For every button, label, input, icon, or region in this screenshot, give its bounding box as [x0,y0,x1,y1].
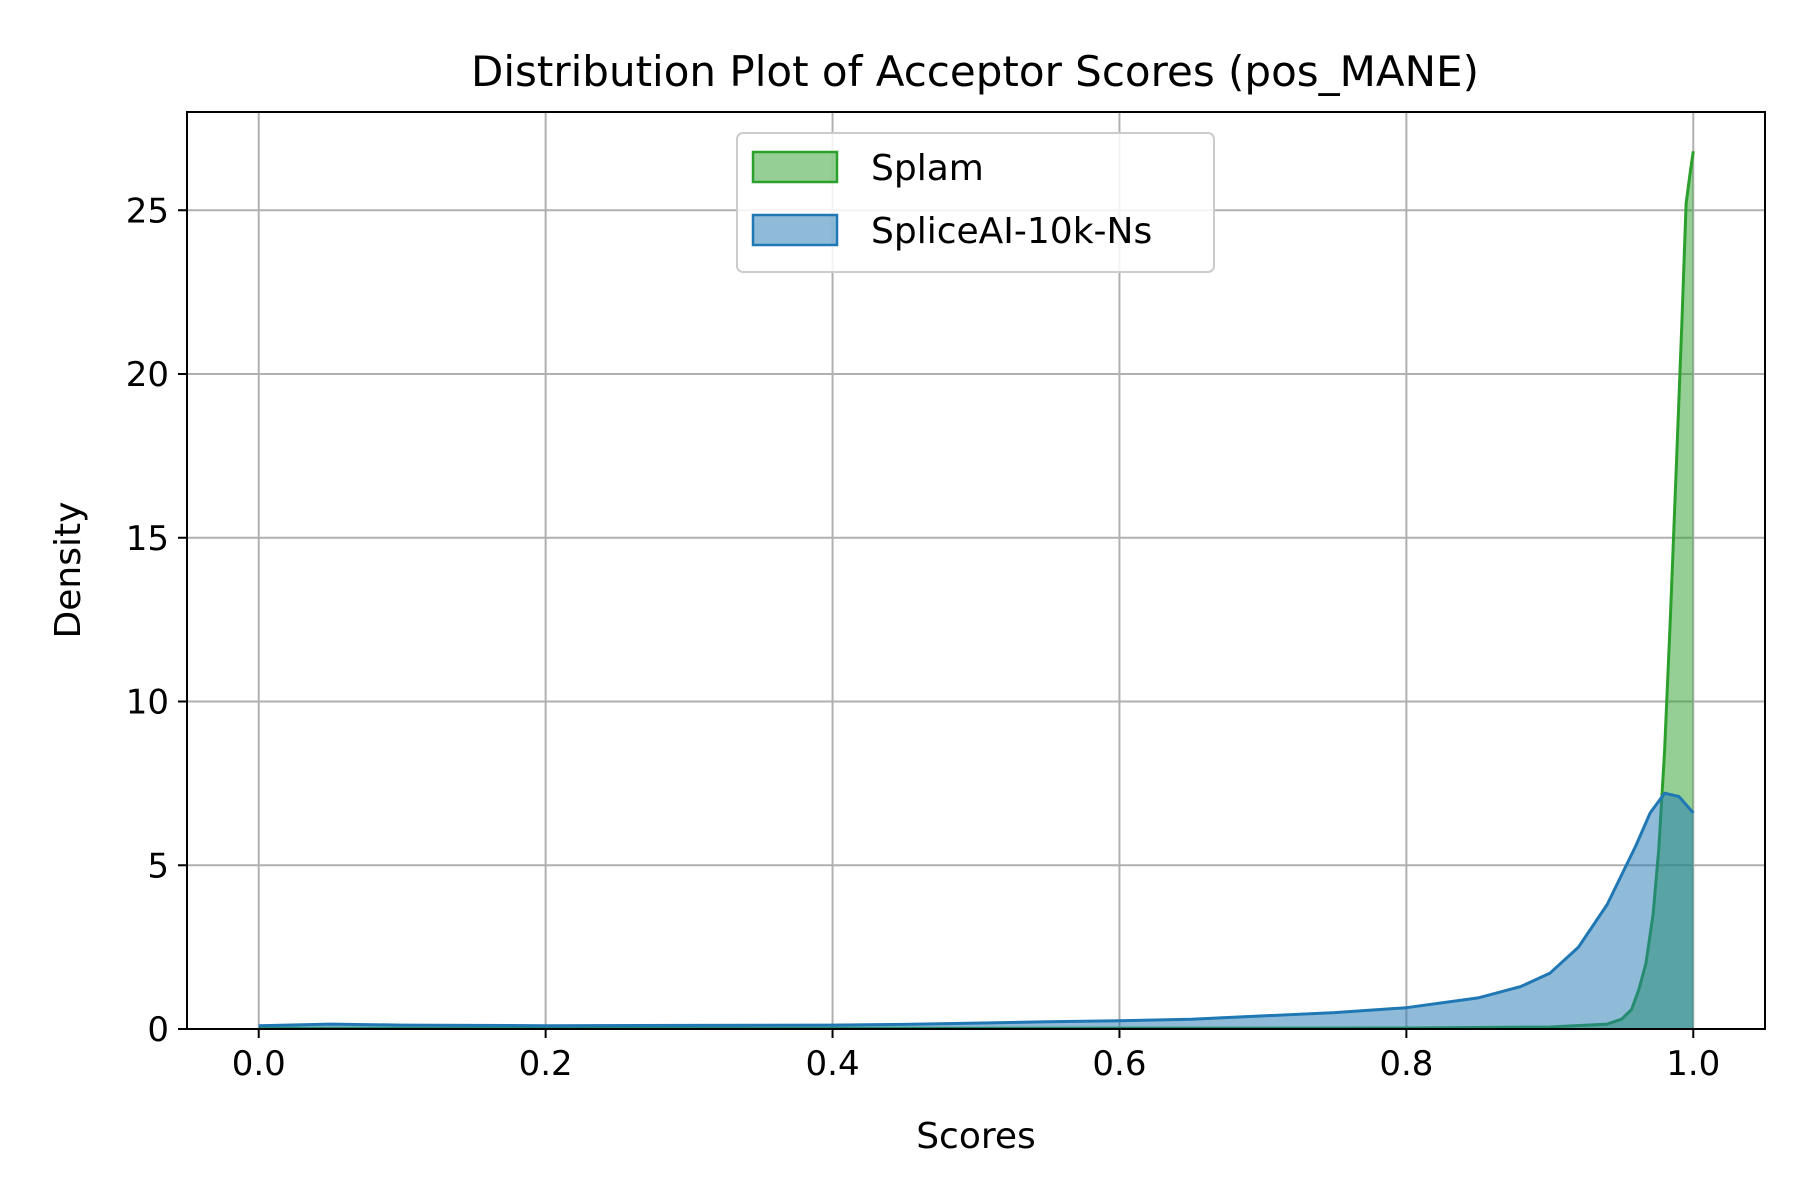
y-tick-label: 25 [126,191,169,231]
chart-title: Distribution Plot of Acceptor Scores (po… [471,47,1479,96]
x-tick-label: 0.0 [232,1044,286,1084]
legend-label-spliceai-10k-ns: SpliceAI-10k-Ns [871,211,1152,252]
series-area-spliceai-10k-ns [258,793,1694,1029]
x-tick-label: 0.8 [1379,1044,1433,1084]
y-tick-label: 10 [126,683,169,723]
x-tick-label: 0.2 [519,1044,573,1084]
y-tick-label: 20 [126,355,169,395]
y-tick-label: 5 [147,846,169,886]
legend-label-splam: Splam [871,148,984,189]
x-axis-ticks: 0.0 0.2 0.4 0.6 0.8 1.0 [232,1029,1720,1084]
y-tick-label: 0 [147,1010,169,1050]
y-tick-label: 15 [126,519,169,559]
y-axis-label: Density [48,502,89,639]
series-line-spliceai-10k-ns [258,791,1695,1028]
plot-frame [186,111,1766,1030]
x-tick-label: 0.4 [806,1044,860,1084]
legend-box [736,132,1215,273]
legend: Splam SpliceAI-10k-Ns [736,132,1215,273]
legend-swatch-spliceai-10k-ns [751,213,839,247]
x-tick-label: 0.6 [1092,1044,1146,1084]
y-axis-ticks: 0 5 10 15 20 25 [126,191,187,1050]
x-axis-label: Scores [916,1116,1036,1157]
x-tick-label: 1.0 [1666,1044,1720,1084]
plot-series [258,151,1695,1030]
legend-swatch-splam [751,150,839,184]
